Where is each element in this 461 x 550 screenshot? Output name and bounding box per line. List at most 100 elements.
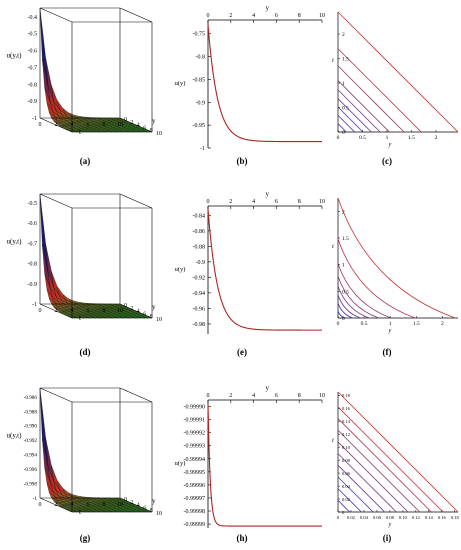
x-tick-label: 10: [319, 13, 325, 19]
y-tick-label: 1.5: [342, 57, 349, 63]
y-tick-label: 4: [137, 123, 140, 129]
x-tick-label: 8: [298, 13, 301, 19]
contour-line: [337, 429, 421, 513]
t-axis-label: t: [79, 508, 81, 516]
t-tick-label: 0: [39, 502, 42, 508]
z-tick-label: -0.5: [28, 32, 38, 38]
x-tick-label: 0: [207, 13, 210, 19]
caption-f: (f): [382, 347, 392, 357]
y-tick-label: 0.5: [342, 289, 349, 295]
y-tick-label: 4: [137, 309, 140, 315]
y-tick-label: 0.14: [342, 419, 351, 424]
contour-line: [337, 406, 444, 513]
y-tick-label: 2: [342, 32, 345, 38]
x-tick-label: 0.5: [361, 321, 368, 327]
t-tick-label: 0: [39, 122, 42, 128]
contour-line: [337, 276, 379, 319]
contour-line: [337, 238, 416, 319]
z-tick-label: -0.994: [24, 453, 38, 459]
z-axis-label: u(y,t): [7, 52, 23, 60]
z-tick-label: -0.6: [28, 49, 38, 55]
y-tick-label: 0.10: [342, 445, 351, 450]
y-tick-label: 0.04: [342, 484, 351, 489]
x-tick-label: 1: [386, 135, 389, 141]
y-tick-label: 0.16: [342, 406, 351, 411]
x-tick-label: 0.12: [412, 515, 420, 520]
caption-g: (g): [79, 533, 91, 543]
contour-line: [337, 476, 374, 513]
x-tick-label: 2: [229, 393, 232, 399]
z-tick-label: -0.4: [28, 15, 38, 21]
z-tick-label: -0.986: [24, 395, 38, 401]
contour-line: [337, 98, 372, 133]
y-tick-label: 0: [124, 303, 127, 309]
y-tick-label: -0.86: [193, 229, 206, 235]
z-tick-label: -0.992: [24, 438, 38, 444]
y-tick-label: -0.99994: [184, 457, 206, 463]
surface-patch: [39, 193, 49, 273]
z-tick-label: -0.7: [28, 65, 38, 71]
y-axis-label: t: [332, 58, 334, 64]
y-tick-label: 6: [143, 125, 146, 131]
x-tick-label: 4: [252, 199, 255, 205]
x-axis-label: y: [266, 190, 270, 198]
y-tick-label: 6: [143, 505, 146, 511]
t-tick-label: 10: [117, 502, 123, 508]
y-tick-label: -1: [200, 146, 205, 150]
z-tick-label: -0.9: [28, 282, 38, 288]
t-axis-label: t: [79, 128, 81, 136]
t-tick-label: 10: [117, 308, 123, 314]
panel-e-line: 0 2 4 6 8 10 y -0.84 -0.86 -0.88 -0.9 -0.92 -0.94 -0.…: [175, 190, 325, 334]
y-tick-label: 8: [150, 128, 153, 134]
x-tick-label: 8: [298, 393, 301, 399]
contour-line: [337, 453, 397, 513]
contour-line: [337, 441, 409, 513]
box-top: [39, 193, 153, 209]
x-axis-label: y: [266, 384, 270, 392]
y-tick-label: 2: [130, 120, 133, 126]
t-tick-label: 2: [55, 502, 58, 508]
t-tick-label: 2: [55, 122, 58, 128]
contour-line: [337, 391, 459, 513]
x-tick-label: 8: [298, 199, 301, 205]
y-axis-label: y: [152, 117, 156, 125]
x-tick-label: 0: [207, 393, 210, 399]
t-tick-label: 10: [117, 122, 123, 128]
t-tick-label: 0: [39, 308, 42, 314]
caption-b: (b): [236, 156, 248, 166]
t-tick-label: 2: [55, 308, 58, 314]
panel-h-line: 0 2 4 6 8 10 y -0.99990 -0.99991 -0.99992 -0.99993…: [175, 384, 325, 528]
x-axis-label: y: [388, 522, 392, 528]
contour-line: [337, 263, 392, 319]
y-tick-label: 4: [137, 503, 140, 509]
contour-line: [337, 123, 347, 133]
x-tick-label: 1.5: [413, 321, 420, 327]
y-tick-label: -0.99992: [184, 431, 206, 437]
contour-line: [337, 106, 364, 133]
z-tick-label: -1: [32, 302, 37, 308]
y-tick-label: 10: [156, 131, 162, 137]
y-axis-label: u(y): [175, 80, 186, 87]
z-tick-label: -1: [33, 496, 38, 502]
contour-line: [337, 65, 405, 133]
caption-c: (c): [382, 156, 392, 166]
contour-line: [337, 465, 385, 513]
z-tick-label: -0.996: [24, 467, 38, 473]
t-tick-label: 8: [103, 308, 106, 314]
t-tick-label: 8: [103, 502, 106, 508]
x-tick-label: 10: [319, 393, 325, 399]
t-tick-label: 4: [71, 502, 74, 508]
y-tick-label: 0: [124, 497, 127, 503]
y-axis-label: t: [332, 438, 334, 444]
t-tick-label: 6: [87, 502, 90, 508]
y-tick-label: -0.99990: [184, 405, 206, 411]
contour-line: [337, 197, 456, 319]
t-tick-label: 4: [71, 308, 74, 314]
contour-line: [337, 294, 361, 319]
x-tick-label: 0: [337, 515, 340, 520]
y-tick-label: 10: [156, 511, 162, 517]
t-tick-label: 8: [103, 122, 106, 128]
x-tick-label: 0.08: [386, 515, 395, 520]
x-tick-label: 2: [435, 135, 438, 141]
